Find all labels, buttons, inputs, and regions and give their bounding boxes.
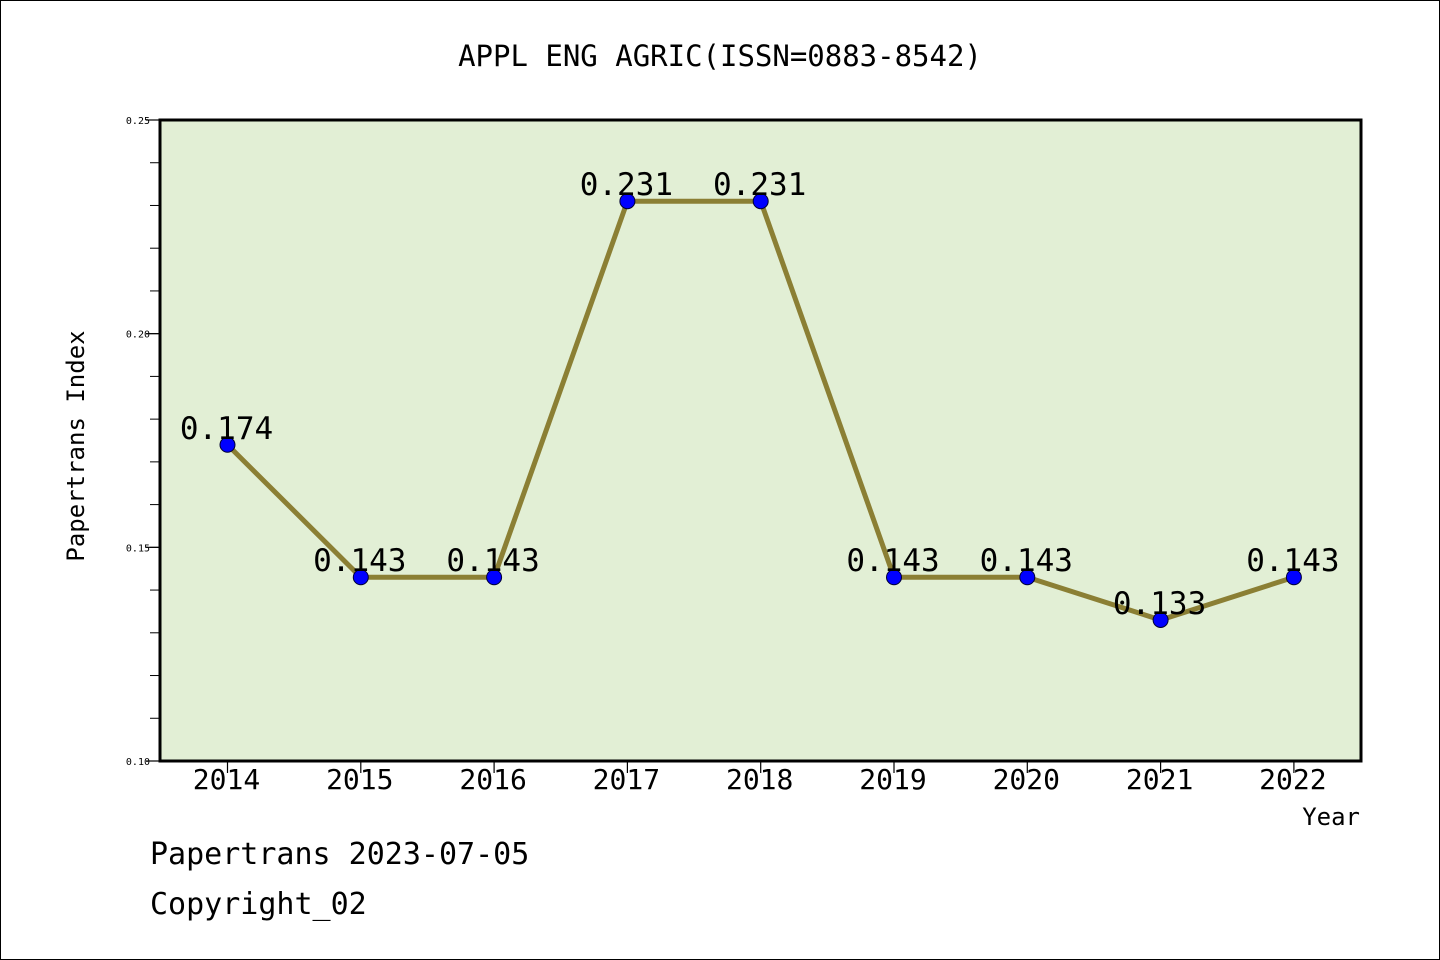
data-point xyxy=(486,569,503,586)
footer-date: Papertrans 2023-07-05 xyxy=(150,837,529,872)
data-label: 0.143 xyxy=(313,543,406,579)
y-tick-label: 0.10 xyxy=(126,757,150,768)
x-tick-label: 2019 xyxy=(859,763,926,796)
data-label: 0.143 xyxy=(446,543,539,579)
x-tick-label: 2021 xyxy=(1126,763,1193,796)
plot-area xyxy=(158,118,1363,763)
chart-title: APPL ENG AGRIC(ISSN=0883-8542) xyxy=(458,39,982,73)
y-tick-label: 0.15 xyxy=(126,543,150,554)
y-axis-label: Papertrans Index xyxy=(62,330,90,561)
x-tick-label: 2020 xyxy=(993,763,1060,796)
series-layer: 0.174 0.143 0.143 0.231 0.231 0.143 0.143 0.133… xyxy=(180,167,1340,628)
data-label: 0.231 xyxy=(713,167,806,203)
data-point xyxy=(1285,569,1302,586)
y-axis: 0.10 0.15 0.20 0.25 xyxy=(126,116,160,768)
data-label: 0.143 xyxy=(1246,543,1339,579)
data-label: 0.143 xyxy=(846,543,939,579)
data-point xyxy=(1019,569,1036,586)
x-tick-label: 2014 xyxy=(193,763,260,796)
x-axis: 2014 2015 2016 2017 2018 2019 2020 2021 2022 xyxy=(193,761,1327,796)
data-point xyxy=(352,569,369,586)
footer-copyright: Copyright_02 xyxy=(150,887,367,922)
x-axis-label: Year xyxy=(1302,803,1360,831)
data-label: 0.174 xyxy=(180,411,273,447)
data-point xyxy=(619,193,636,210)
data-point xyxy=(1152,611,1169,628)
data-label: 0.133 xyxy=(1113,586,1206,622)
data-label: 0.143 xyxy=(980,543,1073,579)
data-label: 0.231 xyxy=(580,167,673,203)
x-tick-label: 2015 xyxy=(326,763,393,796)
data-point xyxy=(219,436,236,453)
data-point xyxy=(886,569,902,586)
y-tick-label: 0.25 xyxy=(126,116,150,127)
x-tick-label: 2016 xyxy=(459,763,526,796)
x-tick-label: 2018 xyxy=(726,763,793,796)
x-tick-label: 2017 xyxy=(593,763,660,796)
x-tick-label: 2022 xyxy=(1259,763,1326,796)
y-tick-label: 0.20 xyxy=(126,330,150,341)
data-point xyxy=(752,193,769,210)
